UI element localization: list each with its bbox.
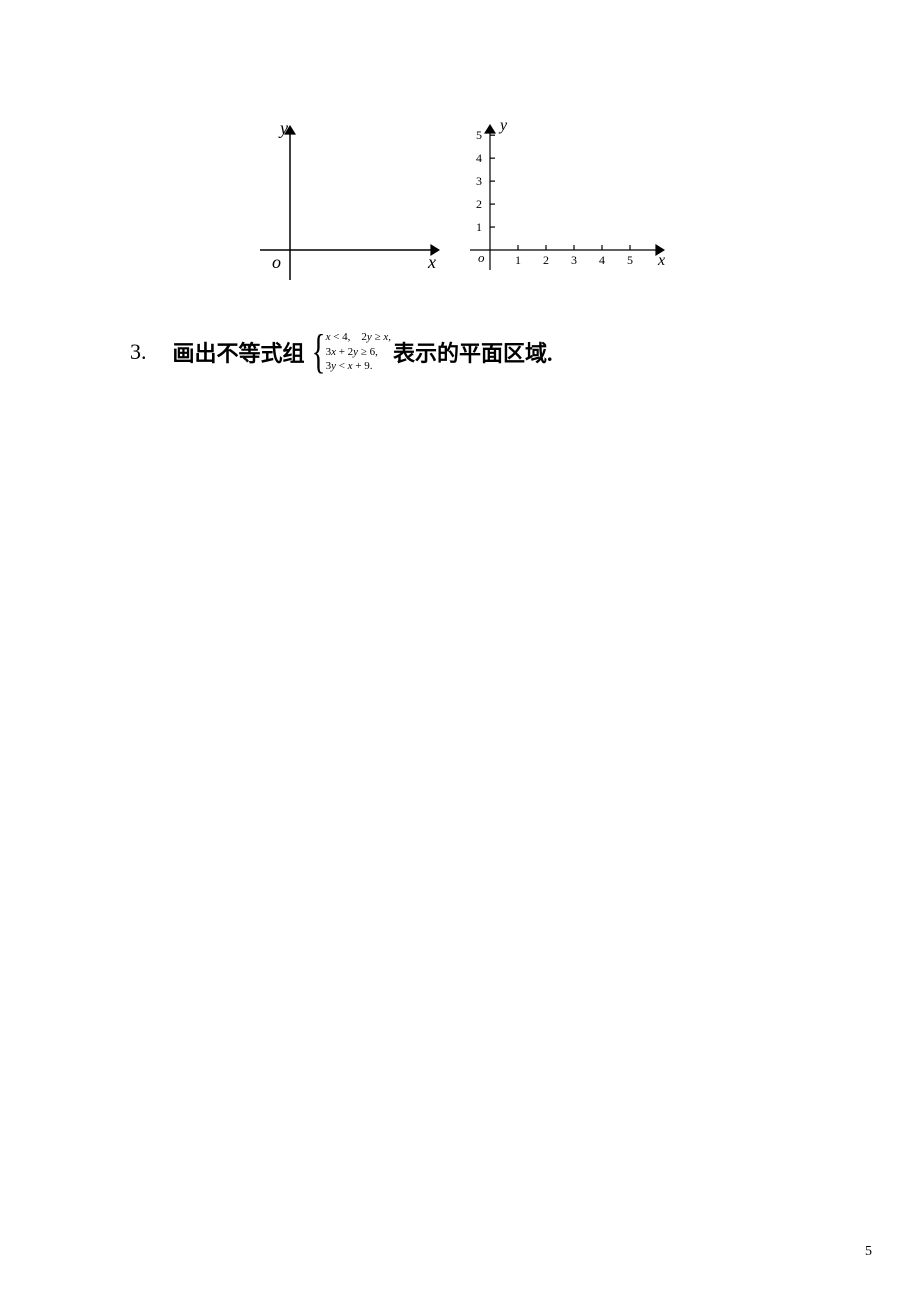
inequality-line-3: 3y < x + 9.: [326, 359, 391, 374]
left-axes-svg: [260, 120, 450, 280]
svg-text:5: 5: [627, 253, 633, 267]
svg-text:3: 3: [571, 253, 577, 267]
origin-label: o: [272, 252, 281, 273]
inequality-system: { x < 4, 2y ≥ x, 3x + 2y ≥ 6, 3y < x + 9…: [307, 328, 391, 376]
ineq-1a: x < 4, 2y ≥ x,: [326, 331, 391, 343]
x-axis-label: x: [428, 252, 436, 273]
svg-text:5: 5: [476, 128, 482, 142]
right-axes-svg: 1 2 3 4 5 1 2 3 4 5: [460, 120, 675, 290]
problem-number: 3.: [130, 339, 147, 365]
svg-text:4: 4: [476, 151, 482, 165]
page-number: 5: [865, 1244, 872, 1260]
svg-text:4: 4: [599, 253, 605, 267]
inequality-line-2: 3x + 2y ≥ 6,: [326, 345, 391, 360]
svg-text:1: 1: [515, 253, 521, 267]
svg-text:2: 2: [543, 253, 549, 267]
x-axis-label: x: [658, 252, 665, 270]
problem-text-before: 画出不等式组: [173, 336, 305, 368]
origin-label: o: [478, 250, 485, 266]
svg-text:2: 2: [476, 197, 482, 211]
left-coordinate-axes: y x o: [260, 120, 450, 280]
brace-icon: {: [311, 328, 325, 376]
y-axis-label: y: [500, 117, 507, 135]
inequality-line-1: x < 4, 2y ≥ x,: [326, 330, 391, 345]
y-axis-label: y: [280, 118, 288, 139]
problem-statement: 3. 画出不等式组 { x < 4, 2y ≥ x, 3x + 2y ≥ 6, …: [130, 328, 553, 376]
problem-text-after: 表示的平面区域.: [393, 336, 553, 368]
svg-text:1: 1: [476, 220, 482, 234]
right-coordinate-axes: 1 2 3 4 5 1 2 3 4 5 y x o: [460, 120, 675, 290]
svg-text:3: 3: [476, 174, 482, 188]
